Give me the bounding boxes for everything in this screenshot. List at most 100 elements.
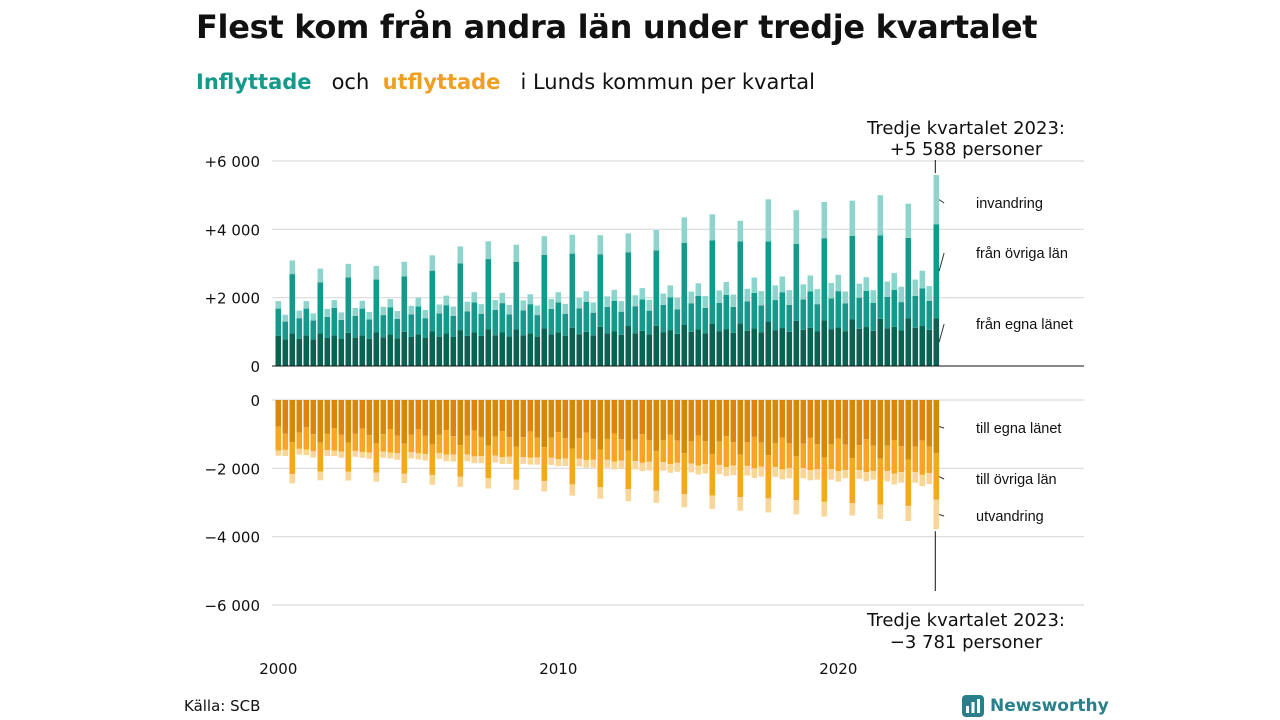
bar-out-segment bbox=[492, 436, 499, 456]
bar-in-segment bbox=[695, 283, 702, 296]
bar-in-segment bbox=[765, 321, 772, 366]
bar-out-segment bbox=[583, 432, 590, 461]
bar-out-segment bbox=[912, 400, 919, 447]
bar-in-segment bbox=[597, 254, 604, 327]
bar-in-segment bbox=[317, 268, 324, 283]
bar-out-segment bbox=[373, 443, 380, 473]
bar-in-segment bbox=[870, 302, 877, 331]
bar-in-segment bbox=[660, 332, 667, 366]
bar-out-segment bbox=[597, 449, 604, 488]
bar-in-segment bbox=[583, 291, 590, 302]
bar-out-segment bbox=[275, 400, 282, 427]
bar-in-segment bbox=[912, 279, 919, 296]
bar-in-segment bbox=[667, 330, 674, 366]
bar-out-segment bbox=[744, 400, 751, 443]
bar-out-segment bbox=[667, 464, 674, 473]
bar-out-segment bbox=[331, 400, 338, 429]
bar-in-segment bbox=[506, 336, 513, 366]
bar-out-segment bbox=[380, 400, 387, 435]
bar-out-segment bbox=[807, 470, 814, 481]
bar-in-segment bbox=[464, 301, 471, 312]
bar-out-segment bbox=[618, 460, 625, 469]
bar-in-segment bbox=[793, 210, 800, 245]
bar-in-segment bbox=[639, 299, 646, 331]
bar-in-segment bbox=[296, 338, 303, 366]
bar-out-segment bbox=[415, 453, 422, 460]
bar-out-segment bbox=[408, 452, 415, 459]
bar-in-segment bbox=[443, 305, 450, 334]
bar-out-segment bbox=[702, 464, 709, 474]
bar-in-segment bbox=[275, 301, 282, 309]
bar-out-segment bbox=[933, 453, 940, 500]
bar-out-segment bbox=[660, 400, 667, 441]
bar-in-segment bbox=[828, 282, 835, 299]
bar-in-segment bbox=[506, 304, 513, 315]
bar-in-segment bbox=[730, 306, 737, 333]
bar-in-segment bbox=[366, 338, 373, 366]
bar-in-segment bbox=[387, 307, 394, 335]
bar-out-segment bbox=[723, 400, 730, 437]
bar-in-segment bbox=[457, 263, 464, 331]
bar-out-segment bbox=[632, 461, 639, 470]
bar-in-segment bbox=[520, 335, 527, 366]
bar-in-segment bbox=[905, 203, 912, 238]
bar-out-segment bbox=[737, 400, 744, 455]
bar-in-segment bbox=[583, 331, 590, 366]
bar-out-segment bbox=[429, 444, 436, 476]
bar-out-segment bbox=[618, 439, 625, 461]
bar-out-segment bbox=[359, 451, 366, 458]
bar-in-segment bbox=[359, 335, 366, 366]
bar-out-segment bbox=[814, 444, 821, 470]
bar-out-segment bbox=[583, 400, 590, 433]
bar-out-segment bbox=[464, 400, 471, 436]
bar-in-segment bbox=[828, 298, 835, 330]
bar-out-segment bbox=[842, 400, 849, 445]
bar-out-segment bbox=[401, 443, 408, 474]
bar-out-segment bbox=[429, 400, 436, 445]
newsworthy-logo[interactable]: Newsworthy bbox=[962, 694, 1109, 718]
bar-out-segment bbox=[765, 455, 772, 499]
bar-out-segment bbox=[905, 459, 912, 506]
bar-in-segment bbox=[373, 332, 380, 366]
bar-out-segment bbox=[415, 429, 422, 454]
bar-out-segment bbox=[933, 400, 940, 454]
bar-in-segment bbox=[331, 307, 338, 336]
bar-in-segment bbox=[828, 329, 835, 366]
bar-out-segment bbox=[590, 438, 597, 460]
bar-in-segment bbox=[597, 235, 604, 255]
bar-in-segment bbox=[352, 315, 359, 338]
bar-out-segment bbox=[296, 400, 303, 433]
bar-in-segment bbox=[366, 319, 373, 339]
bar-out-segment bbox=[863, 472, 870, 482]
chart-subtitle: Inflyttade och utflyttade i Lunds kommun… bbox=[196, 70, 815, 94]
bar-out-segment bbox=[310, 400, 317, 435]
bars bbox=[275, 175, 940, 530]
bar-in-segment bbox=[380, 315, 387, 338]
bar-out-segment bbox=[674, 440, 681, 463]
bar-out-segment bbox=[296, 432, 303, 449]
bar-in-segment bbox=[604, 333, 611, 366]
bar-in-segment bbox=[471, 292, 478, 303]
bar-in-segment bbox=[485, 329, 492, 366]
bar-out-segment bbox=[884, 471, 891, 482]
series-label: från egna länet bbox=[976, 317, 1073, 333]
bar-out-segment bbox=[366, 452, 373, 459]
bar-out-segment bbox=[653, 490, 660, 503]
bar-out-segment bbox=[583, 460, 590, 468]
bar-out-segment bbox=[814, 400, 821, 445]
bar-in-segment bbox=[366, 312, 373, 320]
bar-out-segment bbox=[520, 457, 527, 464]
bar-out-segment bbox=[688, 441, 695, 464]
bar-out-segment bbox=[352, 433, 359, 451]
bar-in-segment bbox=[639, 288, 646, 300]
y-tick-label-bottom: 0 bbox=[250, 392, 260, 410]
bar-out-segment bbox=[625, 489, 632, 502]
bar-out-segment bbox=[856, 470, 863, 479]
bar-in-segment bbox=[303, 308, 310, 336]
bar-out-segment bbox=[387, 452, 394, 459]
bar-out-segment bbox=[303, 449, 310, 456]
bar-in-segment bbox=[324, 308, 331, 317]
bar-in-segment bbox=[737, 220, 744, 242]
bar-out-segment bbox=[331, 450, 338, 457]
series-label-connector bbox=[938, 476, 945, 480]
